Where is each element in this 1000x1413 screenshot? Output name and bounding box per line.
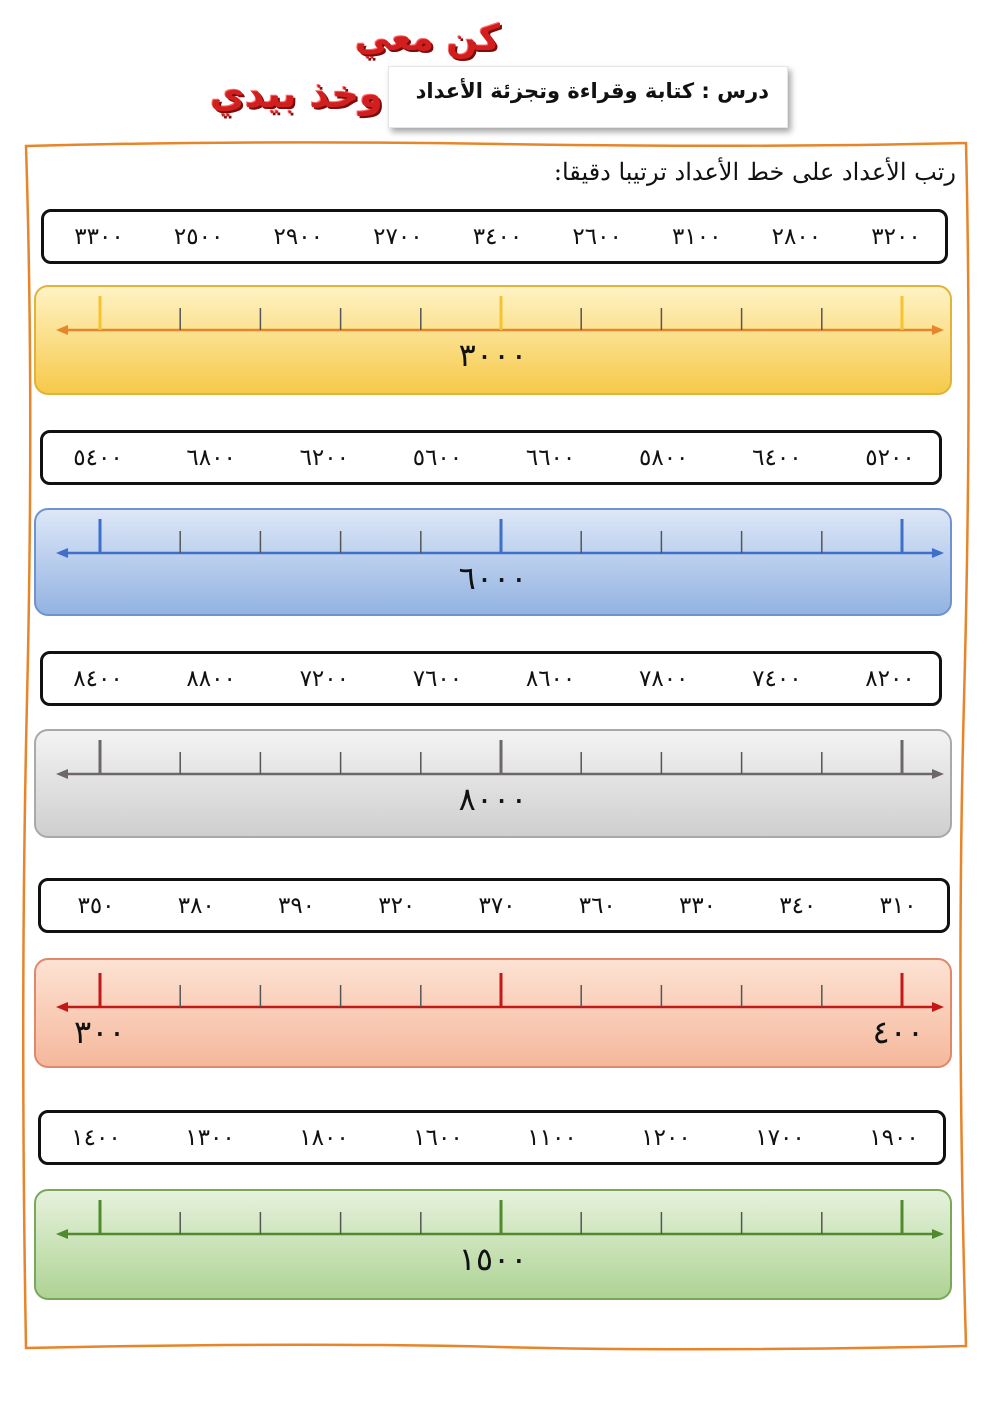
number-card[interactable]: ٣٢٠ xyxy=(378,892,416,919)
number-card[interactable]: ٣٢٠٠ xyxy=(871,223,921,250)
arrow-left-icon xyxy=(56,769,68,779)
number-card[interactable]: ٣٩٠ xyxy=(277,892,316,919)
number-line-band-2: ٦٠٠٠ xyxy=(34,508,952,616)
lesson-title: درس : كتابة وقراءة وتجزئة الأعداد xyxy=(415,79,769,103)
number-card[interactable]: ٧٤٠٠ xyxy=(752,665,802,692)
number-card[interactable]: ٨٢٠٠ xyxy=(865,665,915,692)
number-card[interactable]: ٨٨٠٠ xyxy=(186,665,236,692)
number-card[interactable]: ٧٨٠٠ xyxy=(638,665,689,692)
center-label: ٨٠٠٠ xyxy=(458,780,528,818)
number-card[interactable]: ٣٣٠ xyxy=(678,892,717,919)
number-card[interactable]: ٣٧٠ xyxy=(478,892,516,919)
number-card[interactable]: ٢٧٠٠ xyxy=(373,223,423,250)
number-line-band-5: ١٥٠٠ xyxy=(34,1189,952,1300)
number-card[interactable]: ٢٦٠٠ xyxy=(572,223,622,250)
number-box-5: ١٤٠٠ ١٣٠٠ ١٨٠٠ ١٦٠٠ ١١٠٠ ١٢٠٠ ١٧٠٠ ١٩٠٠ xyxy=(38,1110,946,1165)
number-card[interactable]: ٣٤٠٠ xyxy=(472,223,523,250)
number-card[interactable]: ٦٢٠٠ xyxy=(299,444,349,471)
number-card[interactable]: ٦٤٠٠ xyxy=(752,444,802,471)
slogan-line-2: وخذ بيدي xyxy=(210,72,383,116)
number-line-band-1: ٣٠٠٠ xyxy=(34,285,952,395)
center-label: ٦٠٠٠ xyxy=(458,559,528,597)
number-card[interactable]: ١٢٠٠ xyxy=(641,1124,691,1151)
number-card[interactable]: ١٧٠٠ xyxy=(755,1124,805,1151)
arrow-left-icon xyxy=(56,1002,68,1012)
number-card[interactable]: ١٤٠٠ xyxy=(71,1124,121,1151)
number-card[interactable]: ١١٠٠ xyxy=(527,1124,577,1151)
number-box-1: ٣٣٠٠ ٢٥٠٠ ٢٩٠٠ ٢٧٠٠ ٣٤٠٠ ٢٦٠٠ ٣١٠٠ ٢٨٠٠ ٣٢٠٠ xyxy=(41,209,948,264)
number-card[interactable]: ١٨٠٠ xyxy=(299,1124,349,1151)
number-card[interactable]: ٣٦٠ xyxy=(578,892,616,919)
number-card[interactable]: ٣٨٠ xyxy=(177,892,215,919)
number-card[interactable]: ٨٤٠٠ xyxy=(73,665,123,692)
center-label: ٣٠٠٠ xyxy=(458,336,528,374)
number-card[interactable]: ٥٤٠٠ xyxy=(73,444,123,471)
arrow-left-icon xyxy=(56,548,68,558)
lesson-title-box: درس : كتابة وقراءة وتجزئة الأعداد xyxy=(388,66,788,128)
number-card[interactable]: ١٣٠٠ xyxy=(185,1124,235,1151)
number-line xyxy=(56,973,944,1012)
number-card[interactable]: ٣٥٠ xyxy=(77,892,115,919)
arrow-right-icon xyxy=(932,1002,944,1012)
number-card[interactable]: ٦٦٠٠ xyxy=(525,444,576,471)
arrow-left-icon xyxy=(56,325,68,335)
arrow-right-icon xyxy=(932,1229,944,1239)
number-card[interactable]: ٥٢٠٠ xyxy=(865,444,915,471)
number-card[interactable]: ٦٨٠٠ xyxy=(186,444,236,471)
number-card[interactable]: ٢٥٠٠ xyxy=(173,223,224,250)
number-card[interactable]: ٥٦٠٠ xyxy=(412,444,463,471)
number-line-band-3: ٨٠٠٠ xyxy=(34,729,952,838)
number-line xyxy=(56,1200,944,1239)
instruction-text: رتب الأعداد على خط الأعداد ترتيبا دقيقا: xyxy=(553,158,956,186)
number-card[interactable]: ٧٢٠٠ xyxy=(299,665,349,692)
number-card[interactable]: ٧٦٠٠ xyxy=(412,665,463,692)
number-line xyxy=(56,519,944,558)
number-card[interactable]: ١٩٠٠ xyxy=(869,1124,919,1151)
number-line xyxy=(56,740,944,779)
number-card[interactable]: ٣٤٠ xyxy=(779,892,817,919)
number-card[interactable]: ٨٦٠٠ xyxy=(525,665,576,692)
arrow-left-icon xyxy=(56,1229,68,1239)
arrow-right-icon xyxy=(932,325,944,335)
arrow-right-icon xyxy=(932,769,944,779)
number-card[interactable]: ٢٩٠٠ xyxy=(273,223,323,250)
number-card[interactable]: ٣١٠٠ xyxy=(672,223,722,250)
number-card[interactable]: ٢٨٠٠ xyxy=(771,223,822,250)
number-line xyxy=(56,296,944,335)
number-box-2: ٥٤٠٠ ٦٨٠٠ ٦٢٠٠ ٥٦٠٠ ٦٦٠٠ ٥٨٠٠ ٦٤٠٠ ٥٢٠٠ xyxy=(40,430,942,485)
number-card[interactable]: ٣٣٠٠ xyxy=(74,223,124,250)
number-card[interactable]: ١٦٠٠ xyxy=(413,1124,463,1151)
right-end-label: ٤٠٠ xyxy=(872,1013,924,1051)
number-card[interactable]: ٣١٠ xyxy=(879,892,917,919)
number-box-4: ٣٥٠ ٣٨٠ ٣٩٠ ٣٢٠ ٣٧٠ ٣٦٠ ٣٣٠ ٣٤٠ ٣١٠ xyxy=(38,878,950,933)
center-label: ١٥٠٠ xyxy=(458,1240,528,1278)
number-card[interactable]: ٥٨٠٠ xyxy=(638,444,689,471)
number-box-3: ٨٤٠٠ ٨٨٠٠ ٧٢٠٠ ٧٦٠٠ ٨٦٠٠ ٧٨٠٠ ٧٤٠٠ ٨٢٠٠ xyxy=(40,651,942,706)
slogan-line-1: كن معي xyxy=(355,18,500,59)
left-end-label: ٣٠٠ xyxy=(74,1013,126,1051)
number-line-band-4: ٣٠٠ ٤٠٠ xyxy=(34,958,952,1068)
arrow-right-icon xyxy=(932,548,944,558)
